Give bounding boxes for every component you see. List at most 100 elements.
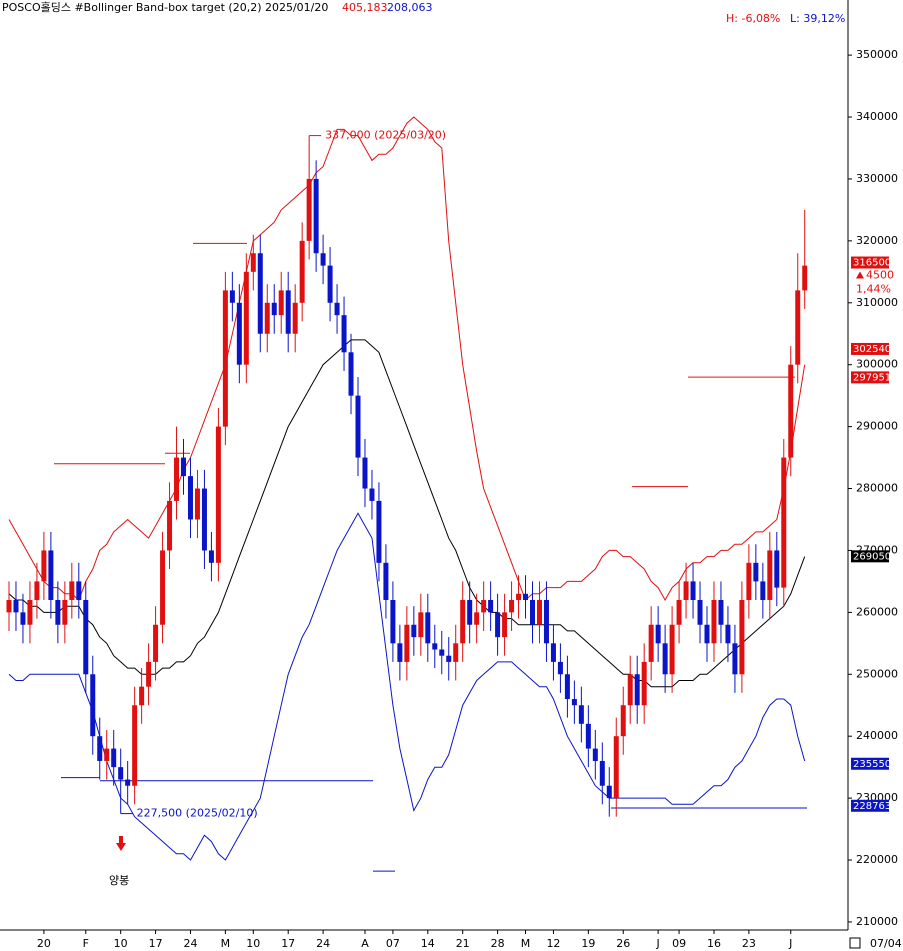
price-tag-label: 228763 [853, 801, 891, 812]
price-tag [851, 550, 889, 563]
candle-body [697, 599, 703, 625]
candle-body [704, 624, 710, 644]
y-tick-label: 240000 [856, 729, 898, 742]
candle-body [718, 599, 724, 625]
candle-body [767, 550, 773, 600]
candle-body [201, 488, 207, 551]
candle-body [132, 705, 138, 786]
x-tick-label: 12 [546, 937, 560, 950]
price-tag [851, 799, 889, 812]
candle-body [550, 643, 556, 662]
candle-body [648, 624, 654, 662]
candle-body [153, 624, 159, 662]
candle-body [27, 599, 33, 625]
y-tick-label: 250000 [856, 667, 898, 680]
x-tick-label: 17 [281, 937, 295, 950]
signal-label: 양봉 [109, 874, 129, 887]
candle-body [160, 550, 166, 625]
candle-body [139, 686, 145, 706]
x-tick-label: 19 [581, 937, 595, 950]
candle-body [313, 178, 319, 254]
candle-body [683, 581, 689, 600]
candle-body [571, 699, 577, 706]
y-tick-label: 350000 [856, 48, 898, 61]
candle-body [620, 705, 626, 737]
price-tag [851, 371, 889, 384]
candle-body [746, 562, 752, 600]
candle-body [397, 643, 403, 662]
candle-body [460, 599, 466, 644]
x-tick-label: 20 [37, 937, 51, 950]
price-tag-label: 269050 [853, 551, 891, 562]
candle-body [187, 476, 193, 520]
candle-body [578, 705, 584, 724]
signal-arrow [116, 836, 126, 851]
candle-body [627, 674, 633, 706]
candle-body [20, 612, 26, 625]
candle-body [125, 779, 131, 786]
candle-body [250, 253, 256, 272]
candle-body [341, 315, 347, 353]
y-tick-label: 290000 [856, 420, 898, 433]
y-tick-label: 320000 [856, 234, 898, 247]
candle-body [174, 457, 180, 501]
y-tick-label: 300000 [856, 358, 898, 371]
bollinger-band [8, 116, 806, 602]
candle-body [299, 240, 305, 303]
title-low: 208,063 [387, 1, 433, 14]
candle-body [55, 599, 61, 625]
candle-body [390, 599, 396, 644]
x-tick-label: 10 [246, 937, 260, 950]
candle-body [404, 624, 410, 662]
x-tick-label: 28 [491, 937, 505, 950]
candle-body [83, 599, 89, 675]
candle-body [41, 550, 47, 582]
candle-body [725, 624, 731, 644]
y-tick-label: 280000 [856, 482, 898, 495]
candle-body [222, 290, 228, 427]
candle-body [446, 655, 452, 662]
candle-body [453, 643, 459, 662]
candle-body [278, 290, 284, 316]
candle-body [236, 302, 242, 365]
candle-body [711, 599, 717, 644]
y-tick-label: 210000 [856, 915, 898, 928]
date-icon[interactable] [849, 937, 861, 949]
candle-body [76, 581, 82, 600]
x-tick-label: 23 [742, 937, 756, 950]
range-high: H: -6,08% [726, 12, 780, 25]
bollinger-band [8, 512, 806, 861]
change-arrow [856, 271, 864, 279]
candle-body [641, 661, 647, 706]
candle-body [760, 581, 766, 600]
candle-body [432, 643, 438, 650]
candle-body [243, 271, 249, 365]
candle-body [802, 265, 808, 291]
candle-body [788, 364, 794, 458]
x-tick-label: 17 [149, 937, 163, 950]
candle-body [208, 550, 214, 563]
price-tag [851, 256, 889, 269]
candle-body [146, 661, 152, 687]
price-tag [851, 757, 889, 770]
candle-body [585, 723, 591, 749]
x-tick-label: 09 [672, 937, 686, 950]
x-tick-label: 10 [114, 937, 128, 950]
price-tag-label: 302540 [853, 344, 891, 355]
candle-body [530, 599, 535, 625]
candle-body [502, 612, 508, 638]
candle-body [292, 302, 298, 334]
candle-body [425, 612, 431, 644]
candle-body [48, 550, 54, 600]
x-tick-label: J [656, 937, 660, 950]
x-tick-label: 24 [316, 937, 330, 950]
x-tick-label: 21 [456, 937, 470, 950]
candle-body [376, 500, 382, 563]
candle-body [613, 736, 619, 799]
candle-body [320, 253, 326, 266]
price-tag-label: 316500 [853, 258, 891, 269]
y-tick-label: 340000 [856, 110, 898, 123]
candle-body [418, 612, 424, 638]
candle-body [97, 736, 103, 761]
